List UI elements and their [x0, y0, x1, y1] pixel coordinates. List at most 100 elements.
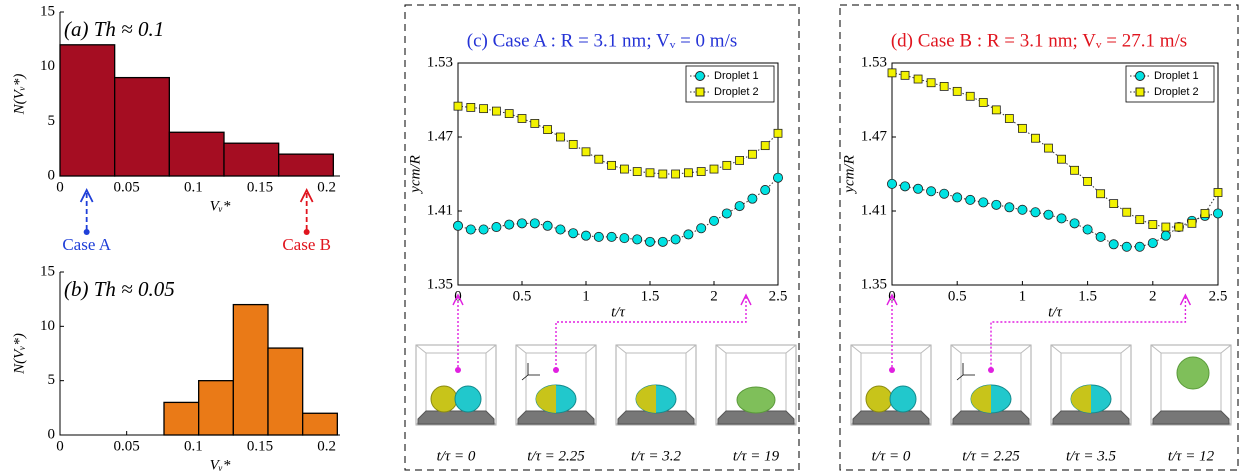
marker [978, 197, 989, 208]
arrow-head [452, 293, 464, 306]
marker [555, 224, 566, 235]
marker [452, 220, 463, 231]
marker [734, 201, 745, 212]
marker [1004, 114, 1014, 123]
marker [632, 167, 642, 176]
marker [479, 104, 489, 114]
marker [568, 139, 578, 149]
bar [198, 380, 234, 436]
marker [965, 194, 976, 205]
arrow-head [79, 187, 94, 203]
annotation-dot [83, 229, 90, 235]
bar [278, 153, 334, 177]
y-tick-label: 1.53 [427, 54, 453, 70]
y-tick-label: 15 [40, 263, 55, 279]
x-tick-label: 1 [582, 288, 590, 304]
marker [748, 149, 757, 159]
marker [453, 101, 463, 111]
annotation-dot [303, 229, 310, 235]
marker [1069, 218, 1080, 229]
marker [556, 132, 565, 142]
marker [1017, 204, 1028, 215]
marker [1213, 208, 1224, 219]
droplet [1176, 356, 1210, 390]
snapshot-label: t/τ = 2.25 [962, 448, 1020, 464]
y-axis-label: ycm/R [841, 155, 857, 194]
marker [696, 223, 707, 234]
marker [529, 218, 540, 229]
marker [926, 78, 936, 88]
snapshot-label: t/τ = 19 [733, 448, 780, 464]
y-axis-label: ycm/R [407, 155, 423, 194]
y-tick-label: 1.35 [427, 276, 453, 292]
marker [1160, 230, 1171, 241]
droplet [454, 385, 482, 413]
legend-label: Droplet 2 [1154, 86, 1199, 98]
snapshot-label: t/τ = 0 [437, 448, 476, 464]
marker [683, 229, 694, 240]
substrate [1052, 410, 1130, 425]
marker [1108, 239, 1119, 250]
marker [581, 147, 591, 157]
legend-marker [1135, 87, 1145, 97]
marker [1121, 241, 1132, 252]
substrate [617, 410, 695, 425]
marker [670, 234, 681, 245]
x-tick-label: 0.05 [114, 438, 140, 454]
marker [1135, 215, 1145, 225]
substrate [852, 410, 930, 425]
legend-marker [695, 87, 705, 97]
marker [594, 154, 604, 164]
marker [1109, 199, 1119, 209]
marker [466, 103, 476, 112]
marker [1122, 207, 1132, 217]
bar [59, 44, 116, 177]
bar [114, 76, 170, 177]
marker [568, 228, 579, 239]
x-axis-label: t/τ [611, 304, 625, 320]
x-tick-label: 2.5 [769, 288, 788, 304]
marker [657, 236, 668, 247]
marker [1070, 165, 1079, 175]
substrate [717, 410, 795, 425]
marker [1174, 222, 1184, 232]
droplet [430, 385, 458, 413]
x-tick-label: 0.1 [184, 438, 203, 454]
marker [1018, 123, 1027, 133]
x-tick-label: 0.15 [247, 179, 273, 195]
pointer-dot [553, 367, 559, 373]
legend-label: Droplet 1 [1154, 70, 1199, 82]
marker [991, 105, 1001, 115]
marker [913, 183, 924, 194]
marker [900, 70, 910, 80]
marker [952, 86, 962, 96]
marker [1134, 241, 1145, 252]
y-tick-label: 1.47 [861, 128, 888, 144]
marker [1031, 133, 1040, 143]
y-tick-label: 0 [48, 167, 56, 183]
bar [302, 412, 338, 436]
marker [709, 215, 720, 226]
pointer-dot [988, 367, 994, 373]
droplet [536, 385, 556, 413]
y-tick-label: 10 [40, 318, 55, 334]
marker [1056, 213, 1067, 224]
marker [1187, 218, 1197, 228]
marker [747, 193, 758, 204]
marker [1200, 209, 1210, 218]
marker [1148, 220, 1158, 229]
marker [926, 186, 937, 197]
marker [684, 168, 693, 178]
annotation-label: Case B [282, 235, 331, 254]
marker [709, 164, 719, 174]
marker [978, 98, 988, 107]
annotation-label: Case A [62, 235, 111, 254]
panel-frame [839, 4, 1239, 471]
x-axis-label: Vᵥ* [210, 457, 231, 473]
y-tick-label: 1.41 [861, 202, 887, 218]
marker [1213, 188, 1223, 197]
marker [517, 114, 527, 123]
pointer-arrow [990, 297, 1187, 370]
marker [965, 91, 975, 101]
